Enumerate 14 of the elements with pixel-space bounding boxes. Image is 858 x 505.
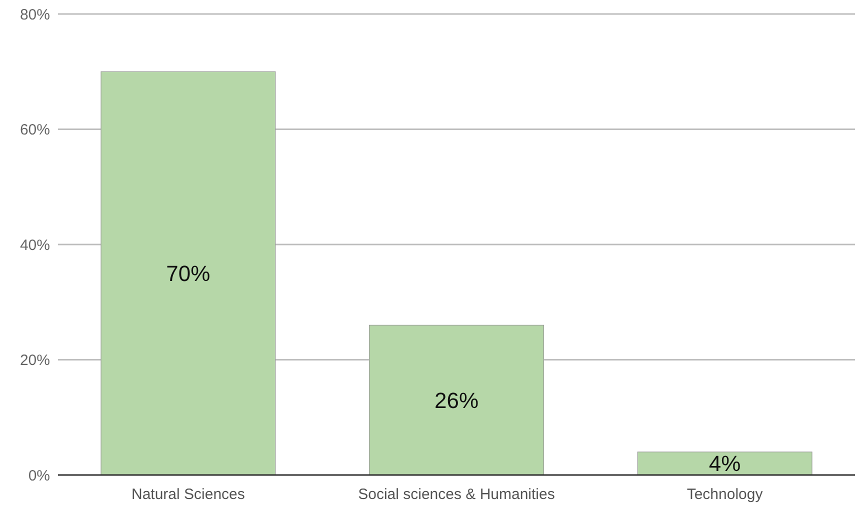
y-tick-label: 20%: [20, 352, 50, 369]
x-tick-label: Technology: [686, 486, 764, 503]
y-tick-label: 80%: [20, 6, 50, 24]
bar: [369, 324, 544, 476]
bar: [100, 71, 276, 476]
data-label: 70%: [166, 261, 210, 286]
y-tick-label: 60%: [20, 122, 50, 138]
y-tick-label: 0%: [28, 467, 50, 484]
y-tick-label: 40%: [20, 236, 50, 254]
x-tick-label: Natural Sciences: [132, 486, 245, 503]
bar: [637, 452, 812, 476]
data-label: 26%: [434, 388, 479, 413]
x-tick-label: Social sciences & Humanities: [358, 486, 555, 503]
data-label: 4%: [708, 451, 741, 476]
